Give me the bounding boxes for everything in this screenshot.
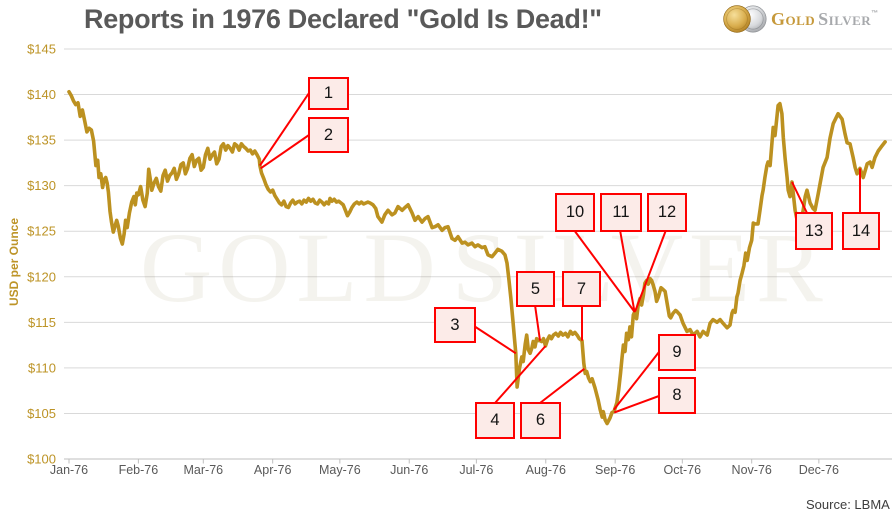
chart-title: Reports in 1976 Declared "Gold Is Dead!" — [84, 4, 602, 34]
annotation-arrow-2 — [260, 134, 310, 170]
annotation-box-9: 9 — [658, 334, 696, 371]
annotation-arrow-8 — [613, 395, 660, 414]
annotation-arrow-9 — [613, 351, 660, 411]
y-tick-label: $140 — [27, 87, 56, 102]
y-axis-title: USD per Ounce — [7, 217, 21, 307]
annotation-arrow-1 — [259, 92, 310, 167]
y-tick-label: $125 — [27, 224, 56, 239]
annotation-number: 14 — [851, 221, 871, 240]
annotation-number: 11 — [612, 203, 630, 221]
x-tick-label: Sep-76 — [595, 463, 635, 477]
annotation-box-3: 3 — [434, 307, 476, 343]
annotation-number: 6 — [535, 411, 546, 429]
trademark-symbol: ™ — [871, 10, 879, 17]
x-tick-label: Nov-76 — [732, 463, 772, 477]
watermark-gold: GOLD — [140, 212, 442, 323]
logo-text-silver: Silver — [818, 8, 872, 29]
annotation-box-14: 14 — [842, 212, 880, 250]
annotation-number: 12 — [657, 203, 677, 221]
annotation-box-1: 1 — [308, 77, 349, 110]
annotation-box-11: 11 — [600, 193, 642, 232]
gold-coin-icon — [723, 5, 751, 33]
y-tick-label: $120 — [27, 269, 56, 284]
y-tick-label: $115 — [28, 315, 56, 330]
gold-silver-coins-icon — [723, 5, 767, 33]
annotation-box-12: 12 — [647, 193, 687, 232]
x-tick-label: Dec-76 — [799, 463, 839, 477]
x-tick-label: Mar-76 — [184, 463, 224, 477]
annotation-box-6: 6 — [520, 402, 561, 439]
logo-text-gold: Gold — [771, 8, 816, 29]
y-tick-label: $105 — [27, 406, 56, 421]
annotation-arrow-6 — [539, 368, 585, 404]
annotation-number: 5 — [530, 279, 541, 298]
y-tick-label: $110 — [28, 360, 56, 375]
x-tick-label: Feb-76 — [119, 463, 159, 477]
goldsilver-logo: Gold Silver ™ — [722, 4, 878, 34]
annotation-number: 13 — [804, 221, 824, 240]
annotation-box-8: 8 — [658, 377, 696, 414]
annotation-box-5: 5 — [516, 271, 555, 307]
x-tick-label: Jan-76 — [50, 463, 88, 477]
annotation-arrow-5 — [534, 304, 541, 341]
annotation-box-13: 13 — [795, 212, 833, 250]
annotation-number: 10 — [565, 203, 585, 221]
annotation-number: 8 — [672, 386, 682, 404]
x-tick-label: Aug-76 — [526, 463, 566, 477]
annotation-number: 3 — [450, 315, 460, 334]
x-tick-label: May-76 — [319, 463, 361, 477]
y-tick-label: $130 — [27, 178, 56, 193]
y-tick-label: $100 — [27, 452, 56, 467]
x-tick-label: Jul-76 — [459, 463, 493, 477]
annotation-box-7: 7 — [562, 271, 601, 307]
annotation-box-4: 4 — [475, 402, 515, 439]
annotation-arrow-3 — [473, 325, 517, 355]
y-tick-label: $145 — [27, 42, 56, 57]
annotation-arrow-11 — [619, 229, 636, 313]
x-tick-label: Jun-76 — [390, 463, 428, 477]
annotation-arrow-12 — [634, 229, 667, 312]
x-tick-label: Oct-76 — [664, 463, 702, 477]
annotation-number: 2 — [323, 125, 334, 144]
annotation-box-10: 10 — [555, 193, 595, 232]
annotation-box-2: 2 — [308, 117, 349, 153]
annotation-number: 7 — [576, 279, 587, 298]
x-tick-label: Apr-76 — [254, 463, 292, 477]
annotation-number: 1 — [323, 84, 334, 102]
annotation-arrow-4 — [494, 345, 547, 404]
annotation-arrow-13 — [791, 181, 808, 214]
annotation-number: 9 — [672, 343, 682, 361]
y-tick-label: $135 — [27, 133, 56, 148]
source-label: Source: LBMA — [806, 497, 890, 512]
annotation-arrow-10 — [573, 229, 636, 312]
annotation-number: 4 — [490, 411, 500, 429]
gold-price-line — [67, 90, 887, 426]
